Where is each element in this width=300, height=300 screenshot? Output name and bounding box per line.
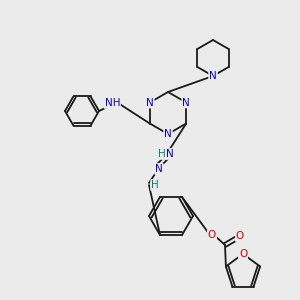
Text: N: N: [164, 129, 172, 139]
Text: H: H: [158, 149, 166, 159]
Text: N: N: [155, 164, 163, 174]
Text: O: O: [236, 231, 244, 241]
Text: H: H: [151, 180, 159, 190]
Text: N: N: [209, 71, 217, 81]
Text: N: N: [146, 98, 154, 107]
Text: O: O: [208, 230, 216, 240]
Text: N: N: [182, 98, 190, 107]
Text: N: N: [166, 149, 174, 159]
Text: O: O: [239, 249, 247, 259]
Text: NH: NH: [104, 98, 120, 108]
